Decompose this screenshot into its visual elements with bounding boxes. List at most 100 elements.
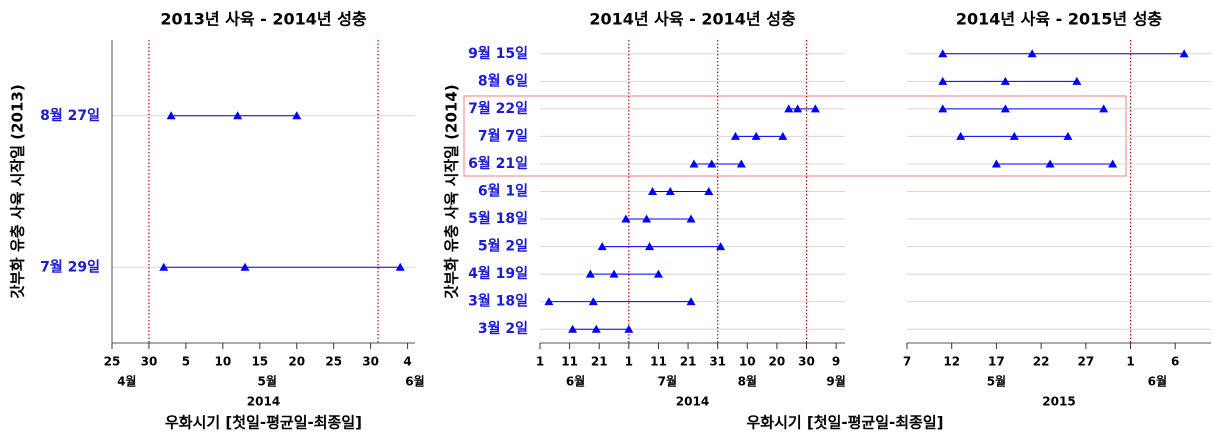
category-label: 6월 21일 bbox=[468, 155, 528, 172]
marker bbox=[686, 214, 696, 223]
month-label: 6월 bbox=[1148, 374, 1167, 389]
category-label: 9월 15일 bbox=[468, 45, 528, 62]
category-label: 4월 19일 bbox=[468, 265, 528, 282]
y-axis-label: 갓부화 유충 사육 시작일 (2013) bbox=[9, 84, 27, 298]
marker bbox=[621, 214, 631, 223]
x-tick-label: 21 bbox=[680, 355, 697, 369]
marker bbox=[810, 104, 820, 113]
x-tick-label: 30 bbox=[362, 355, 379, 369]
marker bbox=[642, 214, 652, 223]
marker bbox=[991, 159, 1001, 168]
marker bbox=[784, 104, 794, 113]
marker bbox=[588, 297, 598, 306]
marker bbox=[597, 242, 607, 251]
marker bbox=[648, 187, 658, 195]
month-label: 7월 bbox=[658, 374, 677, 389]
marker bbox=[159, 262, 169, 271]
x-tick-label: 25 bbox=[104, 355, 121, 369]
marker bbox=[1072, 76, 1082, 85]
marker bbox=[591, 324, 601, 333]
year-label: 2014 bbox=[247, 395, 280, 409]
x-tick-label: 11 bbox=[561, 355, 578, 369]
x-tick-label: 15 bbox=[251, 355, 268, 369]
marker bbox=[1009, 131, 1019, 140]
marker bbox=[653, 269, 663, 278]
marker bbox=[1063, 131, 1073, 140]
category-label: 3월 18일 bbox=[468, 293, 528, 310]
marker bbox=[233, 111, 243, 120]
marker bbox=[166, 111, 176, 120]
y-axis-label: 갓부화 유충 사육 시작일 (2014) bbox=[443, 84, 461, 298]
category-label: 7월 22일 bbox=[468, 100, 528, 117]
marker bbox=[1027, 49, 1037, 58]
marker bbox=[736, 159, 746, 168]
x-tick-label: 9 bbox=[832, 355, 840, 369]
marker bbox=[956, 131, 966, 140]
marker bbox=[704, 187, 714, 195]
category-label: 5월 18일 bbox=[468, 210, 528, 227]
marker bbox=[1179, 49, 1189, 58]
x-tick-label: 20 bbox=[288, 355, 305, 369]
marker bbox=[1045, 159, 1055, 168]
marker bbox=[1000, 104, 1010, 113]
x-tick-label: 20 bbox=[769, 355, 786, 369]
month-label: 5월 bbox=[987, 374, 1006, 389]
marker bbox=[1000, 76, 1010, 85]
x-tick-label: 22 bbox=[1033, 355, 1050, 369]
month-label: 6월 bbox=[405, 374, 424, 389]
x-tick-label: 21 bbox=[591, 355, 608, 369]
marker bbox=[292, 111, 302, 120]
marker bbox=[395, 262, 405, 271]
marker bbox=[544, 297, 554, 306]
marker bbox=[1099, 104, 1109, 113]
marker bbox=[707, 159, 717, 168]
x-tick-label: 11 bbox=[650, 355, 667, 369]
x-tick-label: 12 bbox=[943, 355, 960, 369]
marker bbox=[624, 324, 634, 333]
chart-title: 2014년 사육 - 2014년 성충 bbox=[589, 10, 796, 29]
category-label: 3월 2일 bbox=[478, 320, 528, 337]
x-tick-label: 1 bbox=[625, 355, 633, 369]
marker bbox=[938, 76, 948, 85]
marker bbox=[665, 187, 675, 195]
x-axis-label: 우화시기 [첫일-평균일-최종일] bbox=[747, 414, 944, 432]
marker bbox=[568, 324, 578, 333]
x-tick-label: 1 bbox=[1126, 355, 1134, 369]
x-tick-label: 5 bbox=[182, 355, 190, 369]
month-label: 5월 bbox=[257, 374, 276, 389]
chart-title: 2013년 사육 - 2014년 성충 bbox=[160, 10, 367, 29]
category-label: 8월 27일 bbox=[40, 107, 100, 124]
marker bbox=[609, 269, 619, 278]
x-tick-label: 6 bbox=[1171, 355, 1179, 369]
marker bbox=[585, 269, 595, 278]
x-tick-label: 31 bbox=[709, 355, 726, 369]
category-label: 7월 29일 bbox=[40, 258, 100, 275]
marker bbox=[793, 104, 803, 113]
category-label: 8월 6일 bbox=[478, 72, 528, 89]
marker bbox=[1108, 159, 1118, 168]
month-label: 8월 bbox=[738, 374, 757, 389]
marker bbox=[689, 159, 699, 168]
marker bbox=[751, 131, 761, 140]
marker bbox=[730, 131, 740, 140]
x-tick-label: 10 bbox=[215, 355, 232, 369]
category-label: 5월 2일 bbox=[478, 238, 528, 255]
x-tick-label: 7 bbox=[903, 355, 911, 369]
chart-title: 2014년 사육 - 2015년 성충 bbox=[956, 10, 1163, 29]
month-label: 4월 bbox=[117, 374, 136, 389]
marker bbox=[645, 242, 655, 251]
month-label: 9월 bbox=[826, 374, 845, 389]
year-label: 2015 bbox=[1042, 395, 1075, 409]
year-label: 2014 bbox=[676, 395, 709, 409]
x-tick-label: 27 bbox=[1077, 355, 1094, 369]
marker bbox=[938, 49, 948, 58]
x-tick-label: 30 bbox=[141, 355, 158, 369]
x-axis-label: 우화시기 [첫일-평균일-최종일] bbox=[165, 414, 362, 432]
x-tick-label: 25 bbox=[325, 355, 342, 369]
x-tick-label: 1 bbox=[536, 355, 544, 369]
category-label: 6월 1일 bbox=[478, 183, 528, 200]
month-label: 6월 bbox=[566, 374, 585, 389]
marker bbox=[686, 297, 696, 306]
x-tick-label: 10 bbox=[739, 355, 756, 369]
